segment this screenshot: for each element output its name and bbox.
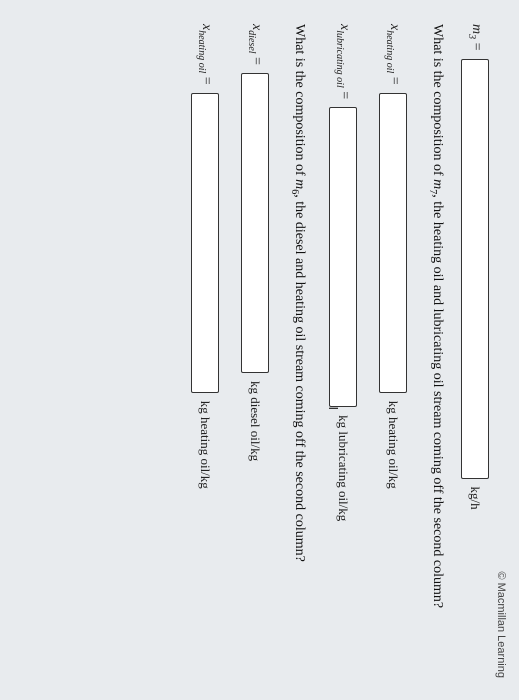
label-xdiesel: xdiesel = bbox=[247, 24, 265, 65]
question-m7: What is the composition of m7, the heati… bbox=[427, 24, 445, 684]
input-xlubricating[interactable] bbox=[329, 107, 357, 407]
unit-xheating-1: kg heating oil/kg bbox=[385, 401, 401, 489]
label-m3: m3 = bbox=[466, 24, 484, 51]
field-row-xheating-1: xheating oil = kg heating oil/kg bbox=[379, 24, 407, 684]
field-row-m3: m3 = kg/h bbox=[461, 24, 489, 684]
field-row-xdiesel: xdiesel = kg diesel oil/kg bbox=[241, 24, 269, 684]
unit-m3: kg/h bbox=[467, 487, 483, 510]
worksheet-page: Macmillan Learning m3 = kg/h What is the… bbox=[0, 0, 519, 700]
input-xheating-1[interactable] bbox=[379, 93, 407, 393]
input-m3[interactable] bbox=[461, 59, 489, 479]
label-xheating-1: xheating oil = bbox=[384, 24, 402, 85]
question-m6: What is the composition of m6, the diese… bbox=[289, 24, 307, 684]
publisher-label: Macmillan Learning bbox=[495, 24, 507, 684]
input-xheating-2[interactable] bbox=[191, 93, 219, 393]
field-row-xlubricating: xlubricating oil = kg lubricating oil/kg bbox=[329, 24, 357, 684]
field-row-xheating-2: xheating oil = kg heating oil/kg bbox=[191, 24, 219, 684]
label-xheating-2: xheating oil = bbox=[197, 24, 215, 85]
label-xlubricating: xlubricating oil = bbox=[334, 24, 352, 99]
unit-xheating-2: kg heating oil/kg bbox=[197, 401, 213, 489]
input-xdiesel[interactable] bbox=[241, 73, 269, 373]
unit-xlubricating: kg lubricating oil/kg bbox=[335, 415, 351, 521]
unit-xdiesel: kg diesel oil/kg bbox=[247, 381, 263, 461]
